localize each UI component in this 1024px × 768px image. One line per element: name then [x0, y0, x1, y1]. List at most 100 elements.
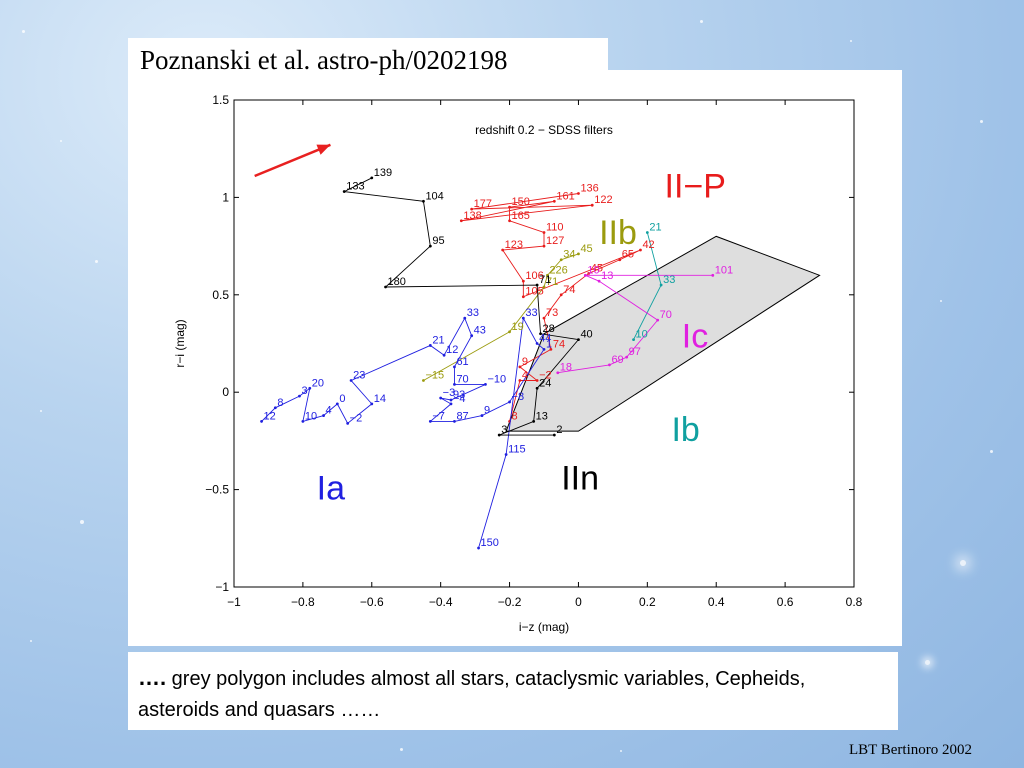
- x-tick-label: −0.6: [360, 595, 384, 609]
- data-point-label-iib: 45: [580, 243, 592, 255]
- data-point-label-ia: 12: [264, 410, 276, 422]
- data-point-ii-p: [501, 248, 505, 252]
- red-arrow-shaft: [254, 143, 331, 178]
- series-line-iin: [342, 177, 580, 436]
- data-point-label-ii-p: 42: [642, 239, 654, 251]
- data-point-label-iin: 28: [543, 323, 555, 335]
- caption-box: …. grey polygon includes almost all star…: [128, 652, 898, 730]
- data-point-label-iin: 3: [501, 424, 507, 436]
- data-point-label-ic: 18: [560, 362, 572, 374]
- x-tick-label: −0.4: [429, 595, 453, 609]
- data-point-label-ic: 101: [715, 264, 733, 276]
- data-point-label-ia: 14: [374, 393, 386, 405]
- background-star: [40, 410, 42, 412]
- data-point-ia: [484, 383, 487, 386]
- data-point-iin: [539, 332, 542, 336]
- data-point-ia: [298, 394, 301, 398]
- data-point-ii-p: [618, 258, 622, 262]
- data-point-ia: [470, 334, 474, 338]
- data-point-label-ii-p: −2: [539, 370, 552, 382]
- data-point-ia: [260, 420, 263, 423]
- data-point-iin: [428, 244, 432, 248]
- y-tick-label: 1: [222, 190, 229, 204]
- background-star: [620, 750, 622, 752]
- data-point-label-ia: 33: [467, 307, 479, 319]
- data-point-label-ia: 33: [525, 307, 537, 319]
- data-point-ii-p: [521, 295, 525, 299]
- data-point-iib: [422, 379, 425, 382]
- data-point-ii-p: [470, 207, 474, 211]
- red-arrow-head: [316, 144, 331, 155]
- data-point-ic: [556, 371, 560, 375]
- data-point-label-ii-p: 106: [525, 270, 543, 282]
- data-point-label-ii-p: 165: [512, 210, 530, 222]
- data-point-label-iib: 226: [549, 264, 567, 276]
- data-point-ia: [453, 420, 456, 423]
- background-star: [850, 40, 852, 42]
- data-point-label-ii-p: 161: [556, 190, 574, 202]
- data-point-label-ia: −8: [512, 391, 525, 403]
- slide-title-box: Poznanski et al. astro-ph/0202198: [128, 38, 608, 82]
- y-tick-label: 0: [222, 385, 229, 399]
- background-star: [925, 660, 930, 665]
- data-point-iin: [552, 433, 556, 437]
- data-point-iin: [535, 386, 539, 390]
- data-point-label-ib: 21: [649, 221, 661, 233]
- data-point-label-ia: 21: [432, 334, 444, 346]
- data-point-label-ii-p: 8: [512, 410, 518, 422]
- data-point-ic: [625, 355, 629, 359]
- data-point-ia: [480, 414, 484, 417]
- data-point-iin: [422, 199, 425, 203]
- plot-frame: [233, 99, 855, 588]
- y-tick-label: −1: [215, 580, 229, 594]
- series-line-iib: [423, 253, 579, 381]
- data-point-label-iin: 139: [374, 167, 392, 179]
- background-star: [990, 450, 993, 453]
- data-point-label-ii-p: 122: [594, 194, 612, 206]
- data-point-ia: [439, 396, 443, 400]
- data-point-ia: [273, 406, 277, 410]
- data-point-ia: [504, 453, 508, 456]
- grey-polygon: [505, 235, 821, 432]
- data-point-label-iin: 180: [388, 276, 406, 288]
- data-point-ii-p: [542, 316, 546, 320]
- data-point-ia: [535, 342, 539, 345]
- region-label-iib: IIb: [599, 214, 637, 252]
- data-point-iib: [559, 258, 563, 262]
- data-point-ia: [346, 421, 350, 425]
- data-point-label-ii-p: 4: [522, 370, 528, 382]
- data-point-label-ii-p: 74: [563, 284, 575, 296]
- background-star: [940, 300, 942, 302]
- data-point-ii-p: [639, 248, 642, 252]
- data-point-ii-p: [542, 231, 546, 234]
- data-point-label-ia: −7: [432, 410, 445, 422]
- data-point-label-ia: 150: [481, 537, 499, 549]
- series-line-ii-p: [461, 193, 641, 422]
- footer-credit: LBT Bertinoro 2002: [848, 742, 972, 758]
- data-point-label-ii-p: 136: [580, 183, 598, 195]
- background-star: [960, 560, 966, 566]
- x-tick-label: −1: [227, 595, 241, 609]
- background-star: [30, 640, 32, 642]
- data-point-label-ii-p: 138: [463, 210, 481, 222]
- region-label-ii-p: II−P: [665, 167, 726, 205]
- data-point-label-iib: 34: [563, 249, 575, 261]
- data-point-ii-p: [518, 379, 522, 382]
- data-point-label-ia: −10: [487, 373, 506, 385]
- data-point-ii-p: [549, 347, 553, 351]
- data-point-iin: [532, 420, 536, 423]
- data-point-ii-p: [552, 199, 556, 203]
- data-point-label-ia: 0: [339, 393, 345, 405]
- data-point-ic: [597, 279, 601, 283]
- x-axis-label: i−z (mag): [519, 620, 569, 634]
- data-point-label-iib: −15: [425, 370, 444, 382]
- x-tick-label: −0.8: [291, 595, 315, 609]
- data-point-label-iin: 95: [432, 235, 444, 247]
- background-star: [22, 30, 25, 33]
- data-point-iin: [342, 190, 346, 193]
- data-point-ia: [449, 402, 453, 406]
- data-point-label-iin: 2: [556, 424, 562, 436]
- y-tick-label: 0.5: [212, 288, 229, 302]
- background-star: [400, 748, 403, 751]
- data-point-label-ia: 87: [456, 410, 468, 422]
